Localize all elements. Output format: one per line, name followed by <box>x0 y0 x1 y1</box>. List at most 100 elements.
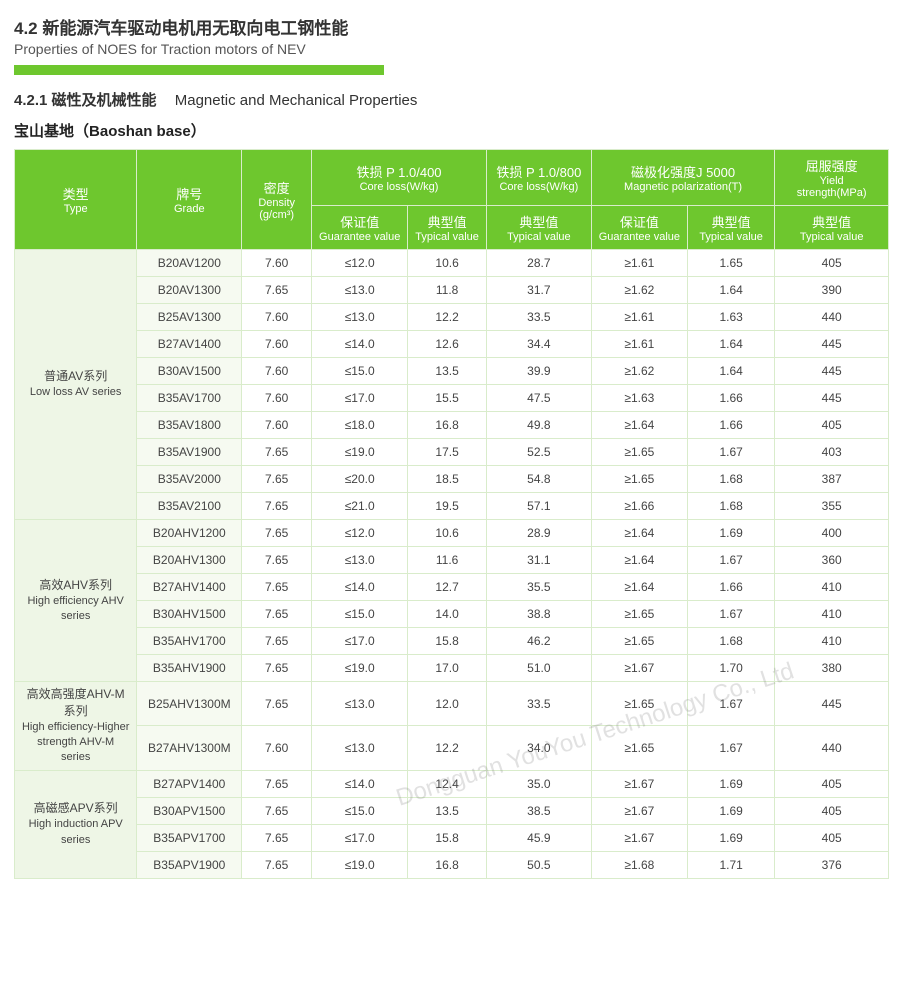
cell-mp-guarantee: ≥1.66 <box>591 493 687 520</box>
cell-grade: B25AHV1300M <box>137 682 242 726</box>
cell-cl400-guarantee: ≤19.0 <box>312 655 408 682</box>
subsection-title-en: Magnetic and Mechanical Properties <box>175 92 418 109</box>
cell-density: 7.65 <box>242 439 312 466</box>
cell-cl800-typical: 35.5 <box>486 574 591 601</box>
cell-mp-guarantee: ≥1.67 <box>591 797 687 824</box>
cell-cl800-typical: 31.1 <box>486 547 591 574</box>
cell-density: 7.65 <box>242 628 312 655</box>
cell-mp-typical: 1.64 <box>687 277 774 304</box>
cell-yield: 405 <box>775 412 889 439</box>
cell-mp-guarantee: ≥1.61 <box>591 304 687 331</box>
cell-cl800-typical: 52.5 <box>486 439 591 466</box>
cell-density: 7.60 <box>242 358 312 385</box>
cell-cl400-typical: 10.6 <box>408 520 487 547</box>
cell-density: 7.60 <box>242 385 312 412</box>
cell-yield: 380 <box>775 655 889 682</box>
section-title-cn: 新能源汽车驱动电机用无取向电工钢性能 <box>42 19 348 38</box>
cell-cl400-guarantee: ≤13.0 <box>312 682 408 726</box>
cell-grade: B27APV1400 <box>137 770 242 797</box>
cell-mp-typical: 1.70 <box>687 655 774 682</box>
cell-cl400-typical: 12.6 <box>408 331 487 358</box>
subsection-title: 4.2.1 磁性及机械性能 Magnetic and Mechanical Pr… <box>14 89 889 110</box>
cell-grade: B30AHV1500 <box>137 601 242 628</box>
cell-density: 7.65 <box>242 547 312 574</box>
cell-grade: B35APV1900 <box>137 851 242 878</box>
cell-grade: B35AHV1900 <box>137 655 242 682</box>
cell-grade: B20AV1300 <box>137 277 242 304</box>
table-row: B25AV13007.60≤13.012.233.5≥1.611.63440 <box>15 304 889 331</box>
cell-density: 7.60 <box>242 412 312 439</box>
cell-yield: 390 <box>775 277 889 304</box>
cell-cl800-typical: 28.7 <box>486 250 591 277</box>
table-row: 普通AV系列Low loss AV seriesB20AV12007.60≤12… <box>15 250 889 277</box>
cell-mp-typical: 1.64 <box>687 331 774 358</box>
table-row: B27AHV1300M7.60≤13.012.234.0≥1.651.67440 <box>15 726 889 770</box>
cell-cl800-typical: 57.1 <box>486 493 591 520</box>
cell-cl400-typical: 14.0 <box>408 601 487 628</box>
cell-yield: 403 <box>775 439 889 466</box>
table-row: 高磁感APV系列High induction APV seriesB27APV1… <box>15 770 889 797</box>
cell-mp-typical: 1.68 <box>687 628 774 655</box>
type-label-cn: 高磁感APV系列 <box>21 800 130 817</box>
cell-cl800-typical: 54.8 <box>486 466 591 493</box>
cell-yield: 445 <box>775 385 889 412</box>
cell-density: 7.60 <box>242 250 312 277</box>
cell-grade: B30APV1500 <box>137 797 242 824</box>
cell-cl400-typical: 13.5 <box>408 358 487 385</box>
th-type: 类型 Type <box>15 150 137 250</box>
cell-cl400-typical: 13.5 <box>408 797 487 824</box>
cell-cl400-guarantee: ≤13.0 <box>312 547 408 574</box>
cell-density: 7.65 <box>242 574 312 601</box>
cell-mp-typical: 1.67 <box>687 682 774 726</box>
cell-mp-guarantee: ≥1.64 <box>591 412 687 439</box>
cell-yield: 410 <box>775 574 889 601</box>
table-row: B20AV13007.65≤13.011.831.7≥1.621.64390 <box>15 277 889 304</box>
cell-mp-typical: 1.67 <box>687 726 774 770</box>
cell-cl400-typical: 12.4 <box>408 770 487 797</box>
table-row: B35AV20007.65≤20.018.554.8≥1.651.68387 <box>15 466 889 493</box>
cell-density: 7.65 <box>242 466 312 493</box>
cell-density: 7.60 <box>242 304 312 331</box>
cell-mp-typical: 1.69 <box>687 824 774 851</box>
type-cell: 普通AV系列Low loss AV series <box>15 250 137 520</box>
cell-grade: B27AHV1400 <box>137 574 242 601</box>
cell-cl400-guarantee: ≤14.0 <box>312 770 408 797</box>
cell-mp-typical: 1.67 <box>687 439 774 466</box>
cell-yield: 400 <box>775 520 889 547</box>
table-row: B35APV19007.65≤19.016.850.5≥1.681.71376 <box>15 851 889 878</box>
cell-density: 7.60 <box>242 726 312 770</box>
table-row: B30APV15007.65≤15.013.538.5≥1.671.69405 <box>15 797 889 824</box>
cell-cl400-typical: 12.2 <box>408 726 487 770</box>
cell-mp-guarantee: ≥1.65 <box>591 726 687 770</box>
cell-cl400-guarantee: ≤14.0 <box>312 331 408 358</box>
cell-yield: 376 <box>775 851 889 878</box>
cell-mp-guarantee: ≥1.64 <box>591 520 687 547</box>
type-label-en: High induction APV series <box>21 817 130 848</box>
cell-grade: B35AV2000 <box>137 466 242 493</box>
cell-mp-guarantee: ≥1.65 <box>591 439 687 466</box>
cell-yield: 405 <box>775 250 889 277</box>
cell-mp-typical: 1.69 <box>687 770 774 797</box>
cell-cl400-typical: 19.5 <box>408 493 487 520</box>
cell-cl800-typical: 47.5 <box>486 385 591 412</box>
cell-cl400-guarantee: ≤17.0 <box>312 824 408 851</box>
table-row: B35AV19007.65≤19.017.552.5≥1.651.67403 <box>15 439 889 466</box>
th-density: 密度 Density (g/cm³) <box>242 150 312 250</box>
cell-mp-guarantee: ≥1.68 <box>591 851 687 878</box>
table-row: B30AHV15007.65≤15.014.038.8≥1.651.67410 <box>15 601 889 628</box>
type-cell: 高效高强度AHV-M系列High efficiency-Higher stren… <box>15 682 137 771</box>
cell-cl800-typical: 33.5 <box>486 682 591 726</box>
type-label-en: High efficiency-Higher strength AHV-M se… <box>21 720 130 766</box>
properties-table: 类型 Type 牌号 Grade 密度 Density (g/cm³) 铁损 P… <box>14 149 889 879</box>
cell-cl400-guarantee: ≤15.0 <box>312 601 408 628</box>
table-row: B20AHV13007.65≤13.011.631.1≥1.641.67360 <box>15 547 889 574</box>
cell-cl400-guarantee: ≤18.0 <box>312 412 408 439</box>
cell-yield: 405 <box>775 824 889 851</box>
table-row: B27AV14007.60≤14.012.634.4≥1.611.64445 <box>15 331 889 358</box>
subsection-number: 4.2.1 <box>14 92 47 109</box>
cell-mp-guarantee: ≥1.65 <box>591 628 687 655</box>
cell-cl400-typical: 12.2 <box>408 304 487 331</box>
type-cell: 高效AHV系列High efficiency AHV series <box>15 520 137 682</box>
cell-cl400-guarantee: ≤13.0 <box>312 277 408 304</box>
type-label-en: Low loss AV series <box>21 385 130 400</box>
